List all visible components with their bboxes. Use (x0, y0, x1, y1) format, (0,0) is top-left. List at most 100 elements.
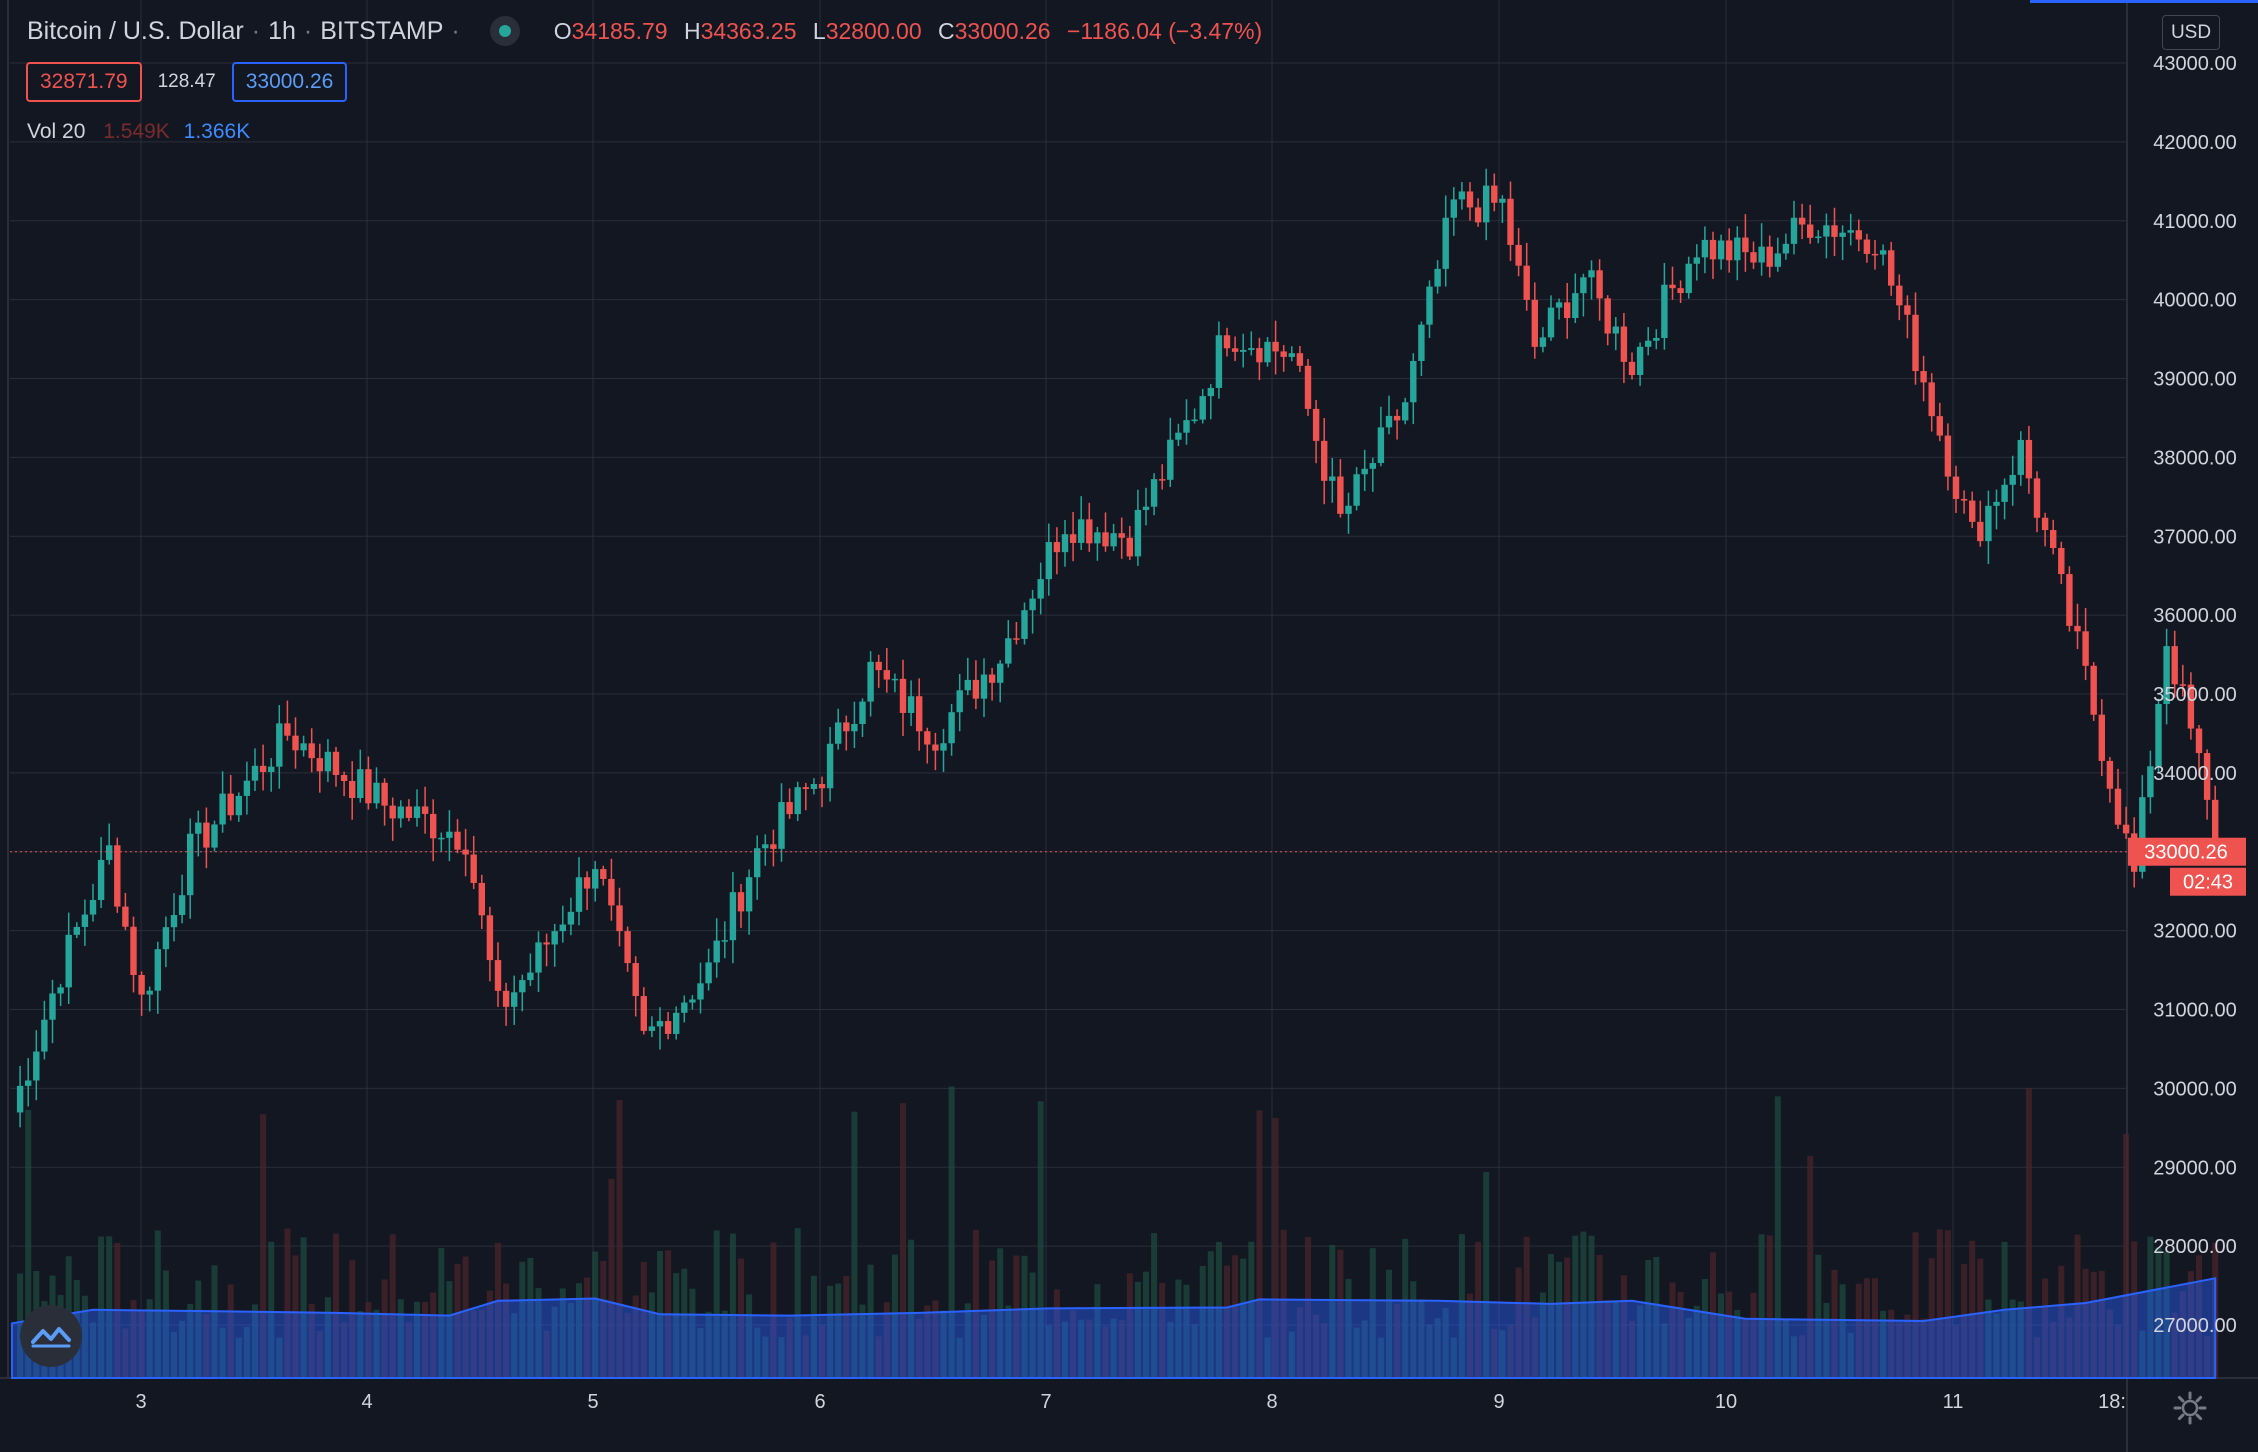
candle (25, 1058, 32, 1107)
candle (851, 701, 858, 749)
candle (1321, 418, 1328, 505)
volume-bar (1774, 1096, 1781, 1378)
candle (2163, 628, 2170, 725)
volume-bar (738, 1258, 744, 1378)
candle-body (956, 690, 963, 713)
bid-price-box[interactable]: 32871.79 (26, 62, 142, 102)
candle (16, 1065, 24, 1128)
candle (2017, 431, 2024, 486)
candle (778, 783, 785, 862)
interval-label[interactable]: 1h (268, 16, 296, 45)
volume-layer (11, 1086, 2219, 1379)
candle-body (1191, 419, 1198, 422)
candle (2025, 425, 2033, 494)
candle-body (1102, 532, 1109, 547)
ask-price-box[interactable]: 33000.26 (231, 62, 348, 102)
candle-body (187, 833, 194, 896)
candle-body (1474, 207, 1482, 223)
candle-body (2033, 478, 2041, 518)
volume-bar (1839, 1284, 1846, 1378)
volume-bar (122, 1328, 129, 1378)
candle (130, 916, 137, 993)
candle-body (1572, 293, 1579, 319)
candle-body (138, 975, 145, 995)
symbol-name[interactable]: Bitcoin / U.S. Dollar (27, 16, 244, 45)
symbol-legend[interactable]: Bitcoin / U.S. Dollar · 1h · BITSTAMP · … (27, 16, 1262, 46)
candle-body (1434, 268, 1441, 287)
candle-body (130, 926, 137, 976)
candle-body (332, 751, 340, 776)
candle-body (1709, 239, 1717, 260)
volume-bar (1232, 1255, 1239, 1378)
candle (1531, 282, 1538, 359)
candle-body (227, 793, 234, 816)
gear-icon[interactable] (2172, 1390, 2208, 1426)
candle (2155, 698, 2162, 773)
volume-bar (1993, 1313, 2000, 1378)
candle (1952, 465, 1960, 513)
volume-legend[interactable]: Vol 20 1.549K 1.366K (27, 120, 250, 144)
volume-bar (478, 1309, 485, 1378)
volume-bar (1369, 1248, 1376, 1378)
volume-bar (1434, 1318, 1441, 1378)
price-axis[interactable]: 27000.00 28000.00 29000.00 30000.00 31000.00… (2153, 53, 2236, 1337)
volume-bar (2115, 1325, 2121, 1378)
volume-bar (1896, 1322, 1903, 1378)
candle-body (1879, 250, 1887, 255)
candle-body (972, 679, 980, 699)
volume-bar (2050, 1321, 2057, 1378)
candle (1442, 195, 1449, 287)
candle-body (1466, 191, 1474, 208)
volume-value: 1.549K (103, 120, 170, 143)
volume-bar (316, 1331, 323, 1378)
candle (1159, 464, 1166, 490)
volume-bar (721, 1310, 728, 1378)
candle (1272, 320, 1279, 375)
volume-bar (1402, 1238, 1409, 1378)
candle (1377, 406, 1385, 467)
volume-bar (810, 1275, 817, 1378)
candle-body (729, 892, 737, 941)
volume-bar (729, 1233, 736, 1378)
candle-body (1337, 476, 1344, 514)
candle-body (1223, 335, 1231, 349)
volume-bar (1159, 1282, 1166, 1378)
volume-bar (268, 1241, 275, 1378)
volume-bar (697, 1328, 704, 1378)
candle (1458, 182, 1466, 210)
time-axis[interactable]: 3 4 5 6 7 8 9 10 11 18: (135, 1391, 2125, 1413)
candle (656, 1007, 664, 1050)
tradingview-logo-icon[interactable] (20, 1305, 82, 1367)
candle (673, 1006, 680, 1040)
volume-bar (867, 1264, 874, 1378)
currency-button[interactable]: USD (2162, 15, 2220, 50)
candle (413, 789, 421, 827)
candle-body (551, 931, 558, 945)
candle (1750, 241, 1757, 269)
candle (1061, 519, 1069, 567)
time-tick-label: 8 (1266, 1391, 1277, 1413)
candle-body (292, 735, 299, 751)
candle (1985, 490, 1992, 564)
volume-indicator-name[interactable]: Vol 20 (27, 120, 86, 143)
candle-body (1013, 638, 1020, 640)
candle-body (1183, 420, 1190, 433)
candle (178, 874, 186, 924)
candle-body (600, 869, 607, 879)
market-status-icon[interactable] (489, 16, 520, 46)
candle (203, 807, 210, 869)
candle-body (762, 844, 769, 849)
volume-bar (632, 1295, 639, 1378)
candle-body (211, 824, 218, 848)
volume-bar (843, 1275, 850, 1378)
volume-bar (1272, 1117, 1279, 1378)
candle (1369, 457, 1376, 492)
volume-bar (1005, 1305, 1012, 1378)
volume-bar (705, 1311, 712, 1378)
candle (251, 748, 259, 792)
volume-bar (1410, 1281, 1417, 1378)
volume-bar (640, 1262, 647, 1378)
volume-bar (1483, 1171, 1490, 1378)
candle-body (276, 723, 283, 767)
